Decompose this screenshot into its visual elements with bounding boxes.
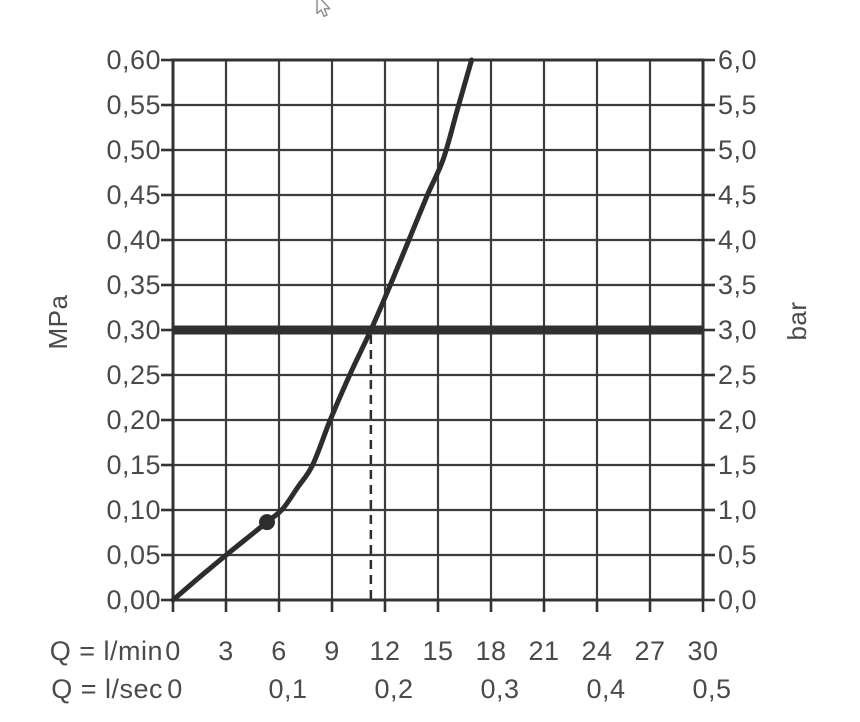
y-left-tick-label: 0,35 xyxy=(106,270,161,300)
y-right-tick-label: 5,5 xyxy=(718,90,757,120)
y-right-tick-label: 4,5 xyxy=(718,180,757,210)
x-lsec-tick-label: 0,2 xyxy=(374,674,413,704)
x-lsec-tick-label: 0,1 xyxy=(268,674,307,704)
x-lmin-axis-label: Q = l/min xyxy=(50,636,163,666)
x-lmin-tick-label: 9 xyxy=(324,636,340,666)
y-left-tick-label: 0,30 xyxy=(106,315,161,345)
y-right-tick-label: 4,0 xyxy=(718,225,757,255)
y-left-tick-label: 0,20 xyxy=(106,405,161,435)
x-lmin-tick-label: 24 xyxy=(581,636,612,666)
y-left-tick-label: 0,50 xyxy=(106,135,161,165)
x-lmin-tick-label: 30 xyxy=(687,636,718,666)
y-left-tick-label: 0,55 xyxy=(106,90,161,120)
x-lsec-tick-label: 0,5 xyxy=(692,674,731,704)
mpa-axis-label: MPa xyxy=(43,294,73,349)
curve-marker-dot xyxy=(258,514,275,531)
x-lmin-tick-label: 27 xyxy=(634,636,665,666)
y-left-tick-label: 0,60 xyxy=(106,45,161,75)
y-right-tick-label: 5,0 xyxy=(718,135,757,165)
y-right-tick-label: 3,0 xyxy=(718,315,757,345)
y-right-tick-label: 1,0 xyxy=(718,495,757,525)
y-right-tick-label: 3,5 xyxy=(718,270,757,300)
x-lsec-tick-label: 0 xyxy=(167,674,183,704)
x-lmin-tick-label: 3 xyxy=(218,636,234,666)
x-lsec-axis-label: Q = l/sec xyxy=(51,674,163,704)
x-lmin-tick-label: 21 xyxy=(528,636,559,666)
y-right-tick-label: 0,0 xyxy=(718,585,757,615)
x-lmin-tick-label: 15 xyxy=(422,636,453,666)
y-left-tick-label: 0,25 xyxy=(106,360,161,390)
y-left-tick-label: 0,00 xyxy=(106,585,161,615)
y-left-tick-label: 0,15 xyxy=(106,450,161,480)
y-left-tick-label: 0,05 xyxy=(106,540,161,570)
x-lsec-tick-label: 0,4 xyxy=(586,674,625,704)
y-left-tick-label: 0,40 xyxy=(106,225,161,255)
y-right-tick-label: 0,5 xyxy=(718,540,757,570)
y-left-tick-label: 0,45 xyxy=(106,180,161,210)
flow-curve xyxy=(170,57,475,603)
y-right-tick-label: 2,0 xyxy=(718,405,757,435)
bar-axis-label: bar xyxy=(782,301,812,340)
y-right-tick-label: 1,5 xyxy=(718,450,757,480)
x-lmin-tick-label: 18 xyxy=(475,636,506,666)
cursor-icon xyxy=(316,0,331,17)
x-lmin-tick-label: 0 xyxy=(165,636,181,666)
x-lsec-tick-label: 0,3 xyxy=(480,674,519,704)
x-lmin-tick-label: 12 xyxy=(369,636,400,666)
y-right-tick-label: 6,0 xyxy=(718,45,757,75)
y-right-tick-label: 2,5 xyxy=(718,360,757,390)
y-left-tick-label: 0,10 xyxy=(106,495,161,525)
x-lmin-tick-label: 6 xyxy=(271,636,287,666)
